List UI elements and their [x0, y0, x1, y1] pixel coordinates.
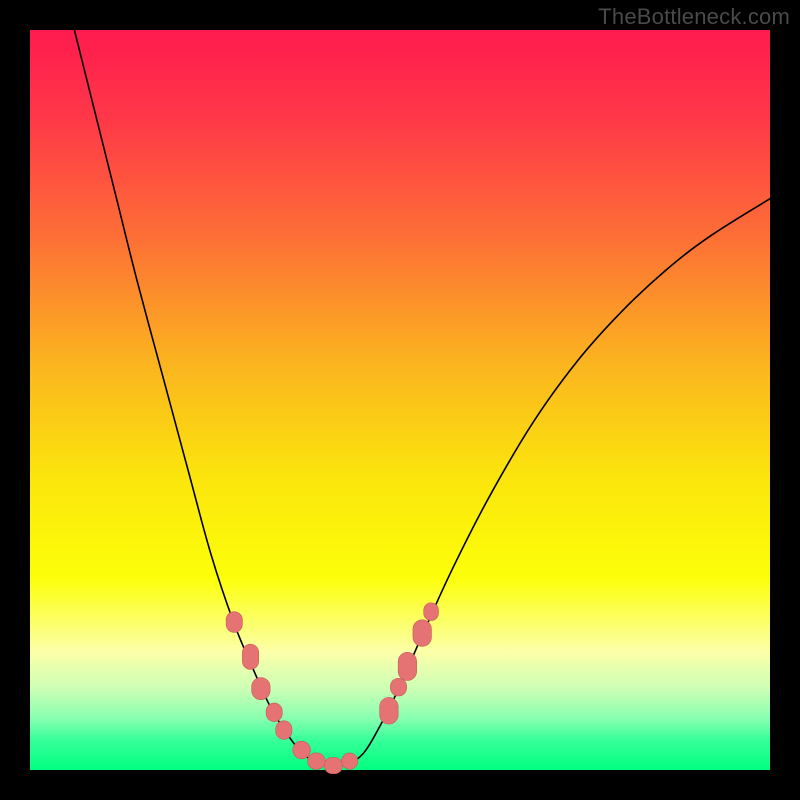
- chart-svg: [0, 0, 800, 800]
- curve-marker: [424, 603, 439, 621]
- curve-marker: [266, 703, 282, 722]
- watermark-label: TheBottleneck.com: [598, 4, 790, 30]
- curve-marker: [398, 652, 417, 680]
- curve-marker: [413, 620, 432, 647]
- curve-marker: [390, 678, 406, 696]
- curve-marker: [226, 612, 242, 633]
- curve-marker: [308, 753, 326, 769]
- curve-marker: [276, 721, 292, 740]
- curve-marker: [324, 757, 343, 773]
- curve-marker: [342, 753, 358, 769]
- chart-frame: TheBottleneck.com: [0, 0, 800, 800]
- curve-marker: [252, 678, 271, 700]
- curve-marker: [380, 697, 399, 724]
- curve-marker: [242, 644, 258, 669]
- curve-marker: [293, 741, 311, 759]
